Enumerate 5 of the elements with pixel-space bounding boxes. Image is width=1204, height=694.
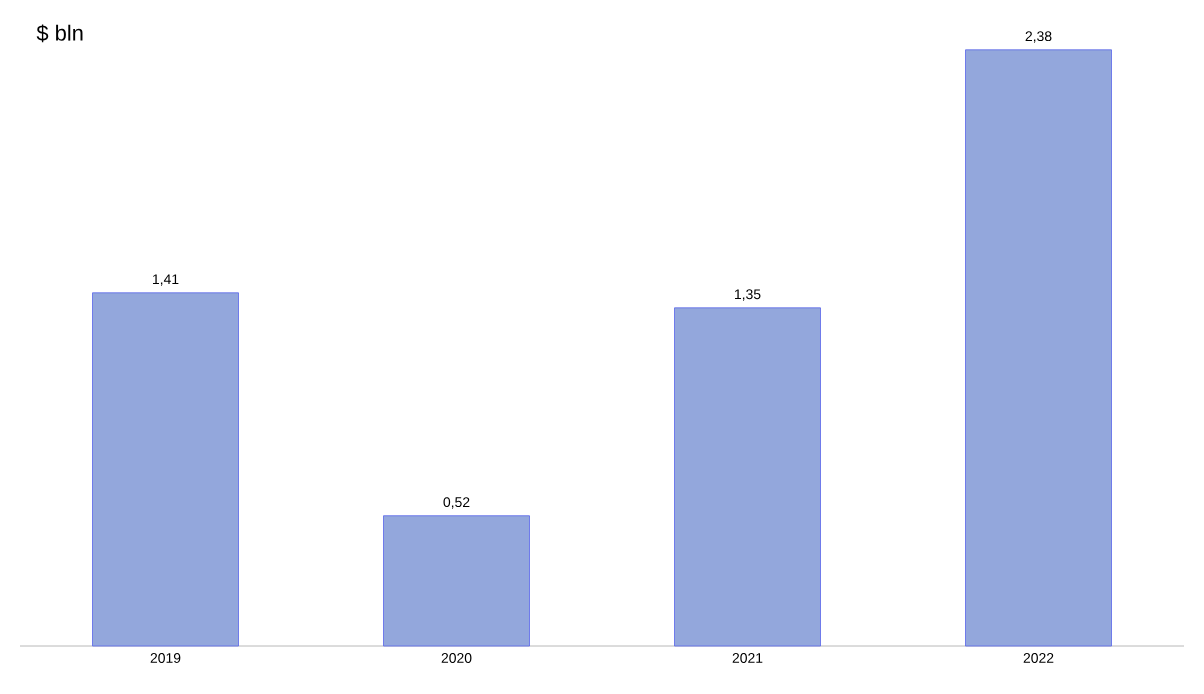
bar xyxy=(965,49,1112,647)
bar xyxy=(674,307,821,647)
y-axis-title: $ bln xyxy=(36,24,83,43)
bar xyxy=(92,292,239,647)
bar xyxy=(383,515,530,647)
